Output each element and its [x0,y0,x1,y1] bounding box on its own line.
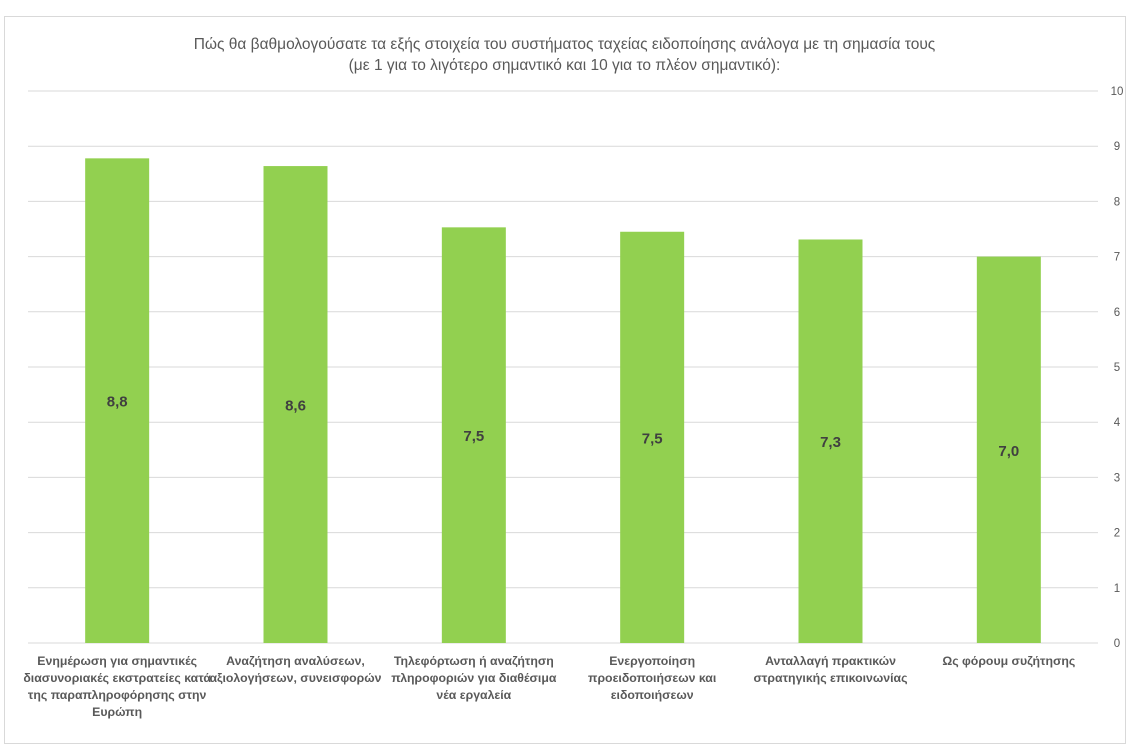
data-label: 7,5 [463,428,484,445]
y-tick-label: 3 [1114,472,1120,484]
y-tick-label: 2 [1114,528,1120,540]
data-label: 8,8 [107,394,128,411]
data-label: 7,0 [998,443,1019,460]
x-tick-label: Ως φόρουμ συζήτησης [915,653,1103,670]
y-tick-label: 9 [1114,141,1120,153]
y-tick-label: 8 [1114,196,1120,208]
y-tick-label: 1 [1114,583,1120,595]
x-tick-label: Αναζήτηση αναλύσεων, αξιολογήσεων, συνει… [202,653,390,687]
x-tick-label: Ανταλλαγή πρακτικών στρατηγικής επικοινω… [737,653,925,687]
x-tick-label: Ενημέρωση για σημαντικές διασυνοριακές ε… [23,653,211,721]
x-tick-label: Ενεργοποίηση προειδοποιήσεων και ειδοποι… [558,653,746,704]
data-label: 7,3 [820,434,841,451]
data-label: 8,6 [285,398,306,415]
data-label: 7,5 [642,430,663,447]
y-tick-label: 6 [1114,307,1120,319]
x-tick-label: Τηλεφόρτωση ή αναζήτηση πληροφοριών για … [380,653,568,704]
y-tick-label: 10 [1111,86,1124,98]
y-tick-label: 4 [1114,417,1121,429]
y-tick-label: 7 [1114,252,1120,264]
y-tick-label: 5 [1114,362,1120,374]
y-tick-label: 0 [1114,638,1120,650]
